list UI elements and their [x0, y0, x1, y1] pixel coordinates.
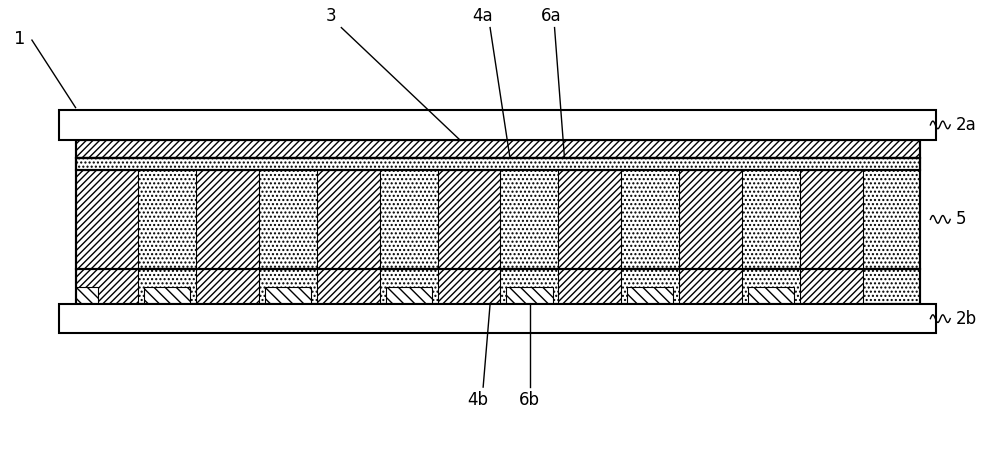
Bar [265, 287, 311, 304]
Bar [76, 158, 920, 268]
Bar [76, 268, 920, 304]
Text: 1: 1 [14, 31, 25, 48]
Bar [506, 287, 553, 304]
Bar [59, 110, 936, 140]
Bar [76, 140, 920, 158]
Bar [627, 287, 673, 304]
Bar [438, 170, 500, 304]
Text: 5: 5 [956, 210, 967, 228]
Text: 4b: 4b [468, 391, 489, 409]
Bar [679, 170, 742, 304]
Bar [76, 170, 138, 304]
Bar [386, 287, 432, 304]
Text: 6a: 6a [541, 7, 562, 25]
Bar [76, 268, 920, 304]
Text: 2a: 2a [956, 116, 977, 134]
Text: 4a: 4a [472, 7, 492, 25]
Bar [748, 287, 794, 304]
Bar [76, 170, 920, 268]
Text: 3: 3 [326, 7, 337, 25]
Bar [76, 140, 920, 158]
Bar [76, 287, 98, 304]
Bar [76, 158, 920, 170]
Text: 2b: 2b [956, 310, 977, 327]
Bar [76, 158, 920, 170]
Bar [144, 287, 190, 304]
Bar [800, 170, 863, 304]
Bar [59, 304, 936, 333]
Bar [317, 170, 380, 304]
Text: 6b: 6b [519, 391, 540, 409]
Bar [196, 170, 259, 304]
Bar [558, 170, 621, 304]
